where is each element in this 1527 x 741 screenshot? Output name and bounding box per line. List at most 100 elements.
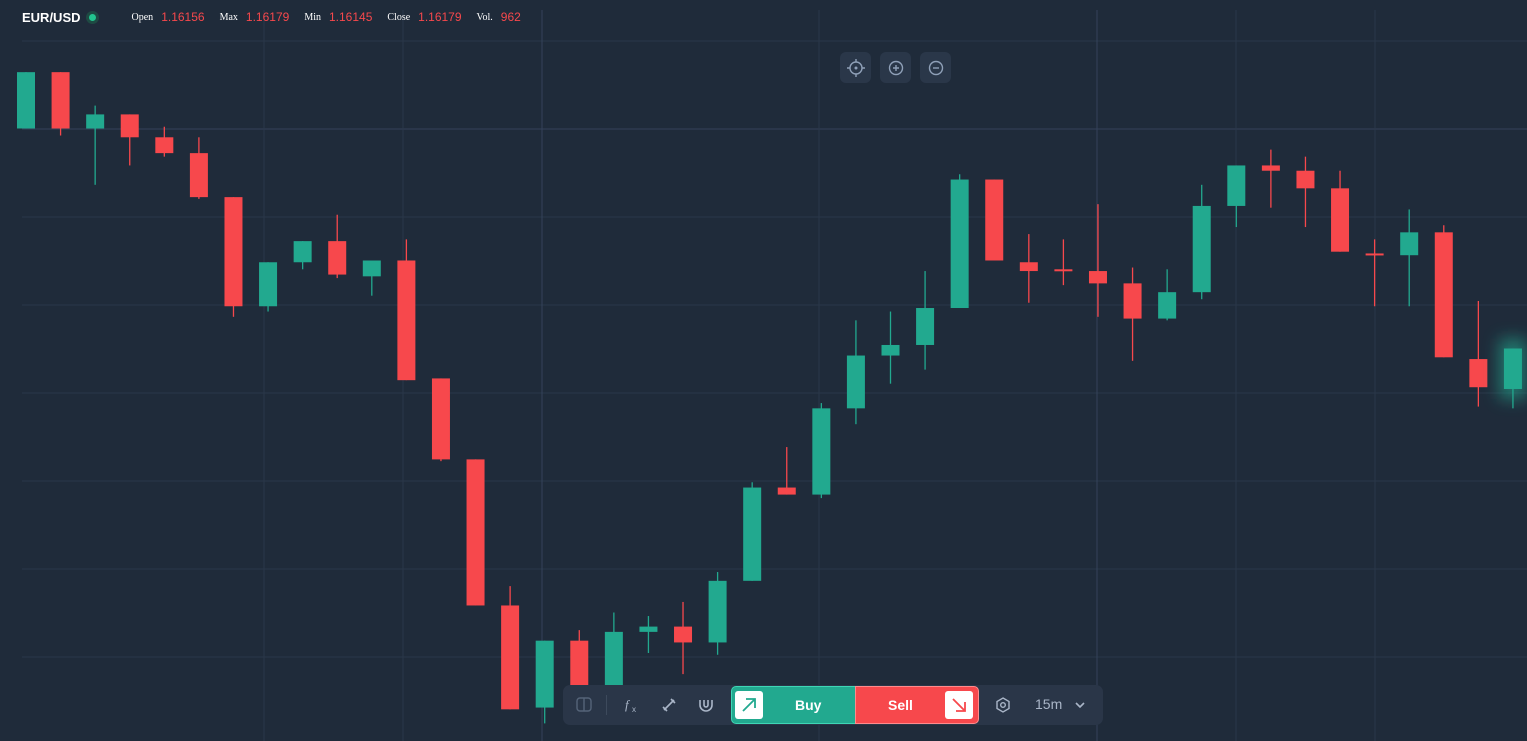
candle-body [293,241,312,263]
candle [1400,209,1419,307]
candle [985,179,1004,261]
svg-text:x: x [632,705,636,714]
sell-label: Sell [888,697,913,713]
candle [1331,170,1350,252]
sell-icon [945,691,973,719]
settings-icon[interactable] [993,695,1013,715]
stat-label: Close [387,11,411,23]
candle-body [328,241,347,275]
divider [606,695,607,715]
candle [570,630,589,690]
candle-body [881,344,900,356]
candle-body [362,260,381,277]
candle [812,403,831,499]
candle [1088,204,1107,317]
timeframe-caret[interactable] [1070,695,1090,715]
candle-body [674,626,693,643]
center-button[interactable] [840,52,871,83]
candle-body [1123,283,1142,319]
timeframe[interactable]: 15m [1035,696,1063,712]
candle [431,378,450,462]
candle-body [1503,348,1522,389]
candle [674,601,693,675]
candle-body [604,631,623,690]
candle-body [812,408,831,495]
candle-body [777,487,796,495]
stat-label: Open [131,11,154,23]
status-dot [88,13,96,21]
candle-body [1331,188,1350,252]
candle-body [1227,165,1246,206]
candle-body [501,605,520,710]
buy-label: Buy [795,697,822,713]
candle-body [846,355,865,409]
sell-button[interactable]: Sell [855,686,979,724]
candle [1158,269,1177,321]
candle-body [708,580,727,643]
candle [1227,165,1246,228]
candle-body [639,626,658,632]
header: EUR/USD Open 1.16156 Max 1.16179 Min 1.16145 C… [22,9,536,25]
candle [86,105,105,185]
candle [362,260,381,296]
candle [535,640,554,724]
candle [743,482,762,581]
candle-body [189,153,208,198]
stat-value: 1.16179 [418,10,462,24]
magnet-icon[interactable] [696,695,716,715]
candle [1469,300,1488,407]
candle-body [535,640,554,708]
candle-body [120,114,139,138]
stat-value: 1.16145 [328,10,373,24]
candle-body [466,459,485,606]
candle [1365,239,1384,307]
zoom-out-button[interactable] [920,52,951,83]
candle [881,311,900,384]
candle [639,616,658,653]
candle [708,572,727,655]
buy-button[interactable]: Buy [731,686,856,724]
candle-body [743,487,762,581]
candle-body [1296,170,1315,189]
candle-body [1400,232,1419,256]
candle [155,126,174,157]
candle-body [1469,359,1488,388]
layout-icon[interactable] [574,695,594,715]
candle-body [1088,271,1107,284]
candle [120,114,139,166]
candle-body [259,262,278,307]
candle [1123,267,1142,361]
candle [51,72,70,136]
candle-body [985,179,1004,261]
candle [328,214,347,279]
stat-value: 1.16179 [245,10,290,24]
drawing-icon[interactable] [659,695,679,715]
candle-body [86,114,105,129]
candle-body [1019,262,1038,272]
candle [1434,225,1453,358]
candle-body [1192,205,1211,293]
stats: Open 1.16156 Max 1.16179 Min 1.16145 Close 1.16… [132,10,536,24]
candle [1498,338,1527,409]
candle-body [1365,253,1384,256]
zoom-in-button[interactable] [880,52,911,83]
candle [466,459,485,606]
candle [950,174,969,309]
candle [1261,149,1280,208]
candle-body [1261,165,1280,171]
candle [293,241,312,270]
candle-body [916,308,935,345]
candle-body [224,197,243,307]
candle [777,447,796,495]
candle-body [950,179,969,309]
candle [224,197,243,317]
stat-label: Min [304,11,321,23]
candle [916,271,935,370]
symbol[interactable]: EUR/USD [22,9,81,25]
stat-label: Vol. [476,11,493,23]
stat-label: Max [219,11,238,23]
